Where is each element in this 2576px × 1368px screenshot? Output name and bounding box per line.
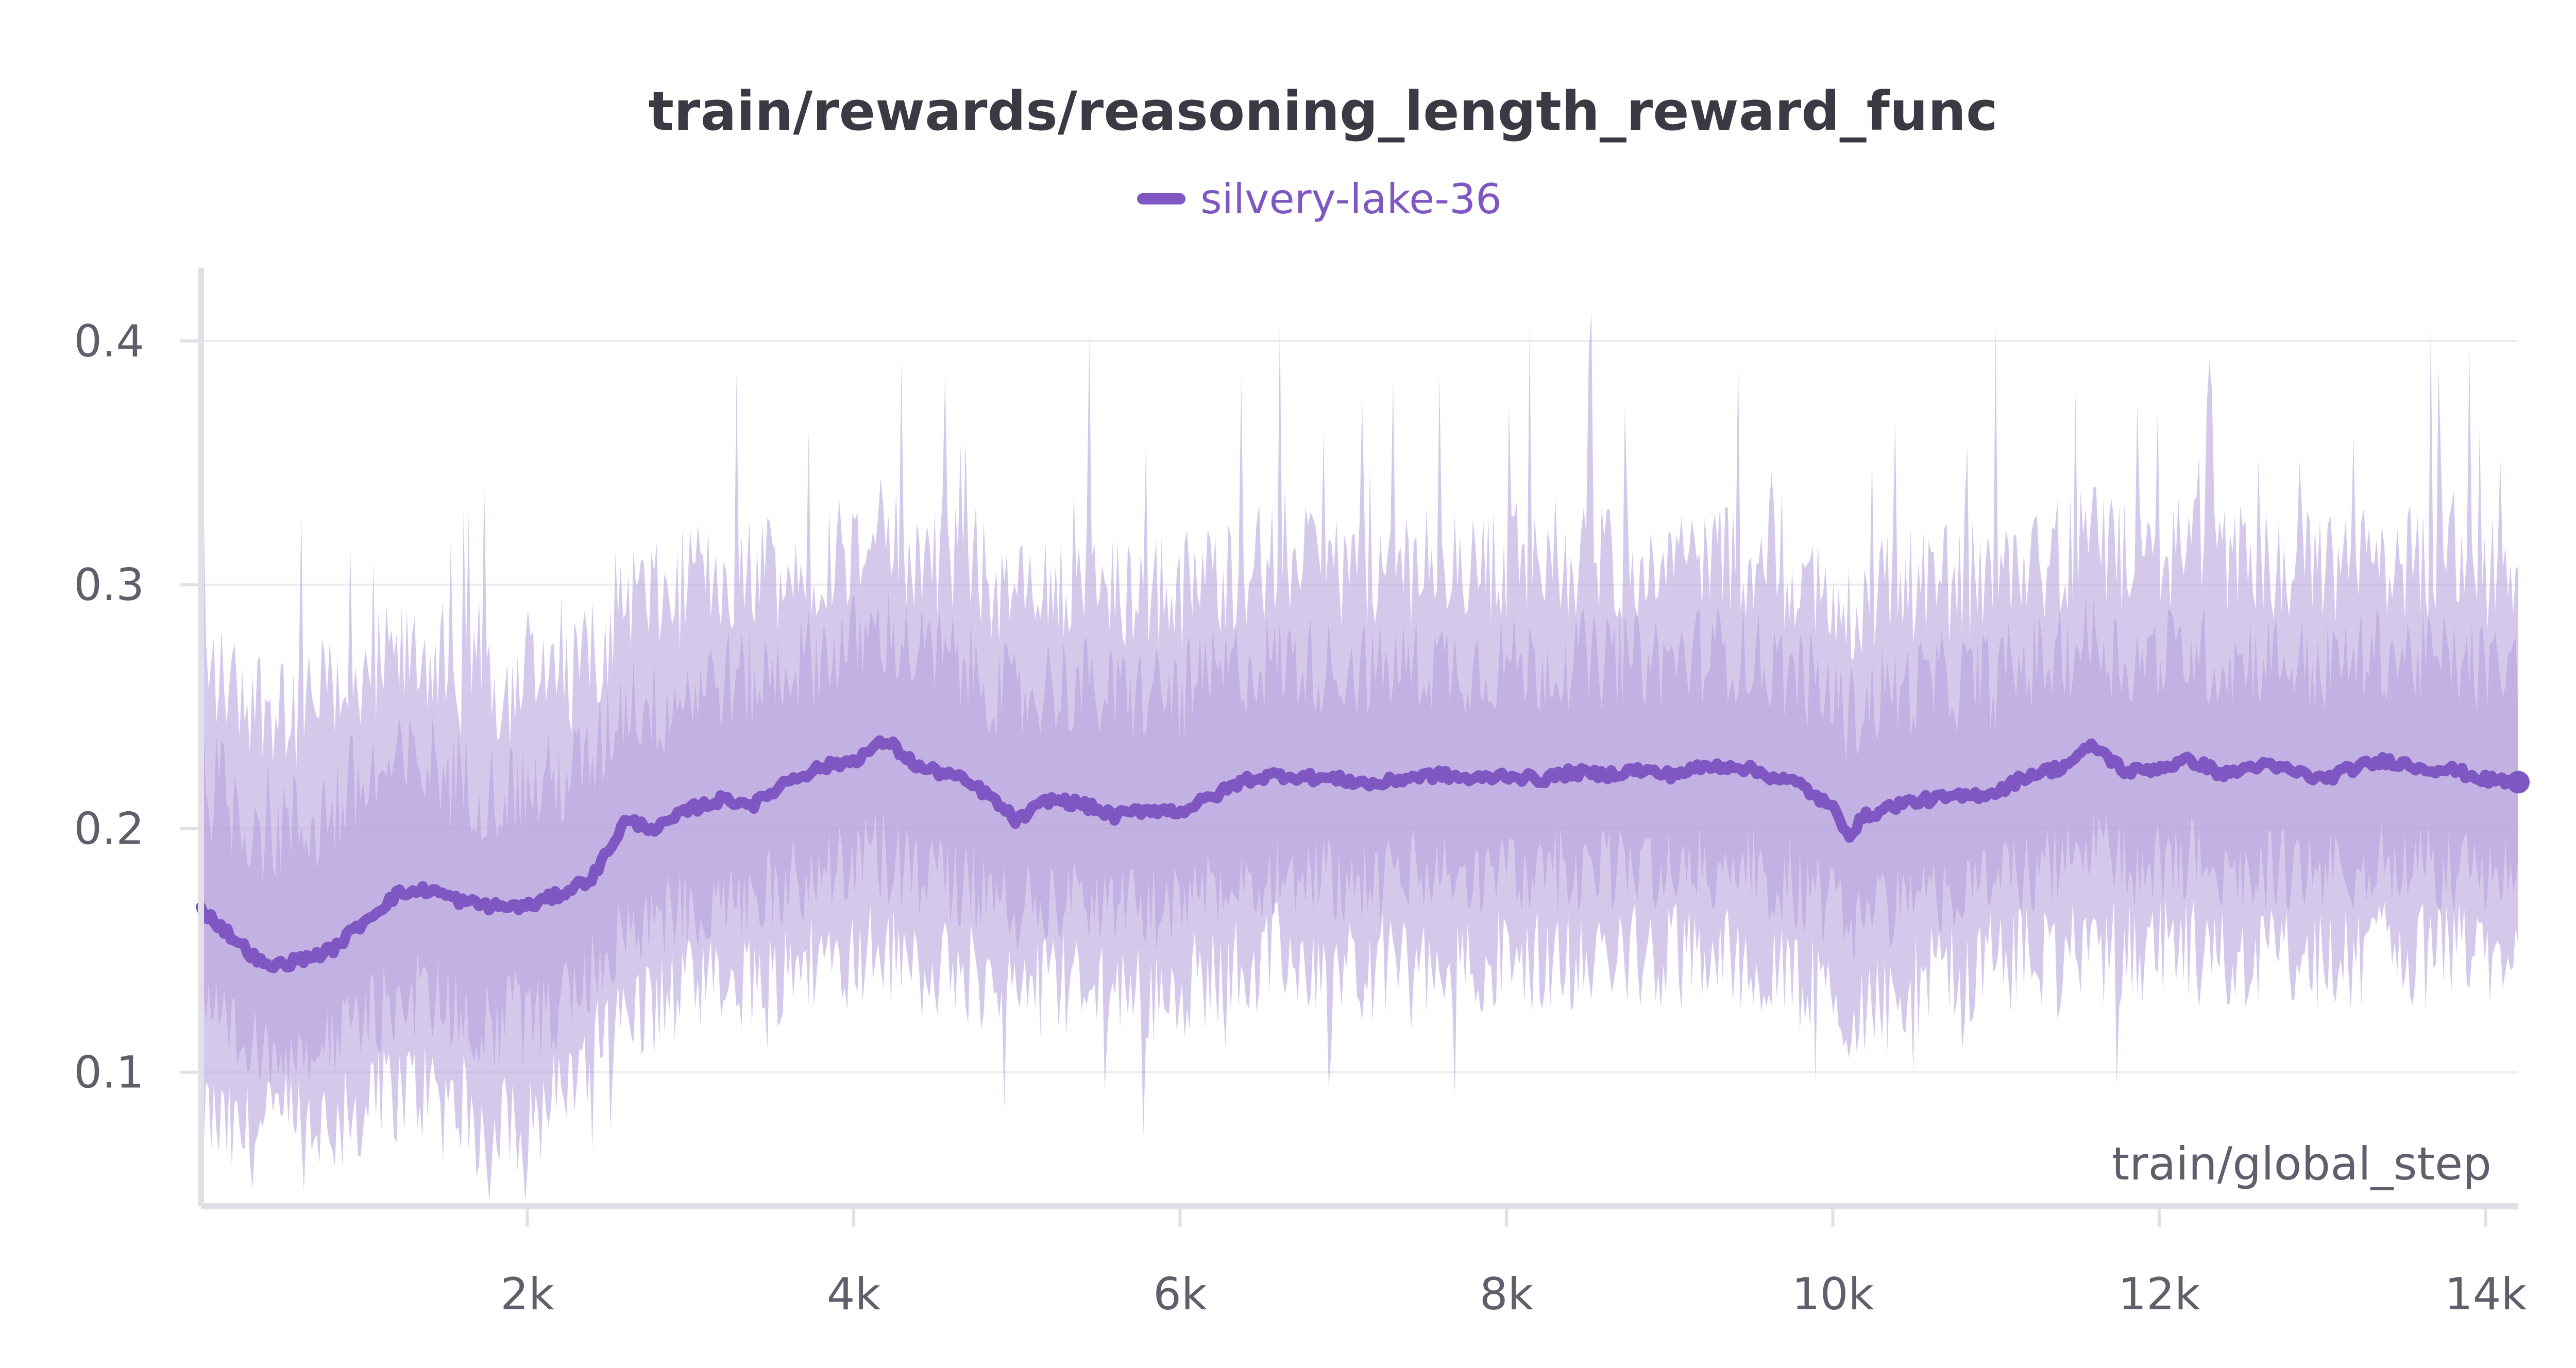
- data-point-53[interactable]: [1896, 802, 1900, 806]
- x-ticks: 2k 4k 6k 8k 10k 12k 14k: [500, 1206, 2527, 1320]
- data-point-18[interactable]: [787, 778, 790, 781]
- data-point-38[interactable]: [1439, 773, 1443, 776]
- x-tick-label-2: 6k: [1153, 1269, 1207, 1320]
- data-point-23[interactable]: [950, 773, 953, 776]
- data-point-51[interactable]: [1848, 832, 1851, 835]
- data-point-6[interactable]: [395, 893, 398, 896]
- data-point-48[interactable]: [1766, 773, 1769, 776]
- data-point-12[interactable]: [591, 876, 594, 879]
- legend-label-silvery-lake-36: silvery-lake-36: [1200, 175, 1502, 223]
- data-point-16[interactable]: [722, 798, 725, 801]
- data-point-54[interactable]: [1929, 798, 1933, 801]
- data-point-25[interactable]: [1015, 819, 1019, 823]
- x-tick-label-0: 2k: [500, 1269, 554, 1320]
- series-end-marker[interactable]: [2507, 771, 2530, 794]
- data-point-19[interactable]: [820, 766, 823, 769]
- x-tick-label-3: 8k: [1480, 1269, 1534, 1320]
- data-point-35[interactable]: [1342, 778, 1345, 781]
- data-point-1[interactable]: [232, 936, 235, 939]
- data-point-62[interactable]: [2190, 759, 2193, 762]
- data-point-4[interactable]: [330, 949, 333, 952]
- data-point-40[interactable]: [1505, 773, 1508, 776]
- data-point-41[interactable]: [1537, 778, 1540, 781]
- data-point-69[interactable]: [2419, 766, 2422, 769]
- y-tick-label-1: 0.2: [74, 803, 144, 854]
- data-point-50[interactable]: [1832, 808, 1835, 811]
- legend[interactable]: silvery-lake-36: [1137, 175, 1502, 223]
- data-point-31[interactable]: [1211, 795, 1214, 798]
- data-point-3[interactable]: [297, 959, 300, 962]
- data-point-66[interactable]: [2321, 778, 2324, 781]
- data-point-20[interactable]: [852, 759, 855, 762]
- data-point-27[interactable]: [1081, 802, 1084, 806]
- data-point-11[interactable]: [558, 893, 562, 896]
- data-point-26[interactable]: [1048, 798, 1051, 801]
- data-point-70[interactable]: [2451, 768, 2454, 772]
- x-axis-label: train/global_step: [2112, 1137, 2492, 1190]
- data-point-55[interactable]: [1962, 795, 1965, 798]
- data-point-58[interactable]: [2060, 766, 2063, 769]
- data-point-8[interactable]: [461, 900, 464, 903]
- data-point-47[interactable]: [1734, 763, 1737, 766]
- series-band: [201, 311, 2518, 1202]
- data-point-63[interactable]: [2223, 773, 2226, 776]
- x-tick-label-4: 10k: [1792, 1269, 1874, 1320]
- series-line-silvery-lake-36[interactable]: [196, 735, 2523, 973]
- data-point-49[interactable]: [1799, 783, 1802, 786]
- data-point-52[interactable]: [1864, 815, 1867, 818]
- data-point-56[interactable]: [1994, 790, 1997, 793]
- data-point-42[interactable]: [1570, 771, 1573, 774]
- y-tick-label-3: 0.4: [74, 316, 144, 367]
- y-tick-label-0: 0.1: [74, 1047, 144, 1099]
- data-point-36[interactable]: [1375, 783, 1378, 786]
- data-point-15[interactable]: [689, 808, 692, 811]
- data-point-30[interactable]: [1179, 810, 1182, 813]
- data-point-57[interactable]: [2027, 773, 2030, 776]
- data-point-13[interactable]: [624, 819, 627, 823]
- data-point-33[interactable]: [1277, 773, 1280, 776]
- data-point-5[interactable]: [363, 919, 366, 922]
- data-point-45[interactable]: [1668, 773, 1671, 776]
- y-tick-label-2: 0.3: [74, 559, 144, 611]
- data-point-9[interactable]: [493, 905, 496, 908]
- data-point-59[interactable]: [2092, 744, 2095, 747]
- data-point-24[interactable]: [982, 790, 986, 793]
- series-band-inner: [201, 591, 2518, 1090]
- data-point-65[interactable]: [2289, 768, 2292, 772]
- data-point-10[interactable]: [526, 905, 529, 908]
- series-line[interactable]: [196, 735, 2530, 973]
- data-point-64[interactable]: [2256, 763, 2259, 766]
- data-point-44[interactable]: [1635, 768, 1638, 772]
- data-point-61[interactable]: [2158, 766, 2161, 769]
- data-point-67[interactable]: [2353, 766, 2357, 769]
- data-point-7[interactable]: [428, 888, 431, 891]
- data-point-37[interactable]: [1407, 776, 1410, 779]
- axes: [198, 268, 2518, 1209]
- y-ticks: 0.1 0.2 0.3 0.4: [74, 316, 201, 1099]
- data-point-32[interactable]: [1244, 778, 1247, 781]
- data-point-21[interactable]: [885, 739, 888, 742]
- data-point-2[interactable]: [265, 966, 268, 969]
- data-point-14[interactable]: [656, 827, 659, 830]
- data-point-71[interactable]: [2484, 778, 2487, 781]
- chart-title: train/rewards/reasoning_length_reward_fu…: [648, 80, 1997, 143]
- x-tick-label-5: 12k: [2119, 1269, 2200, 1320]
- x-tick-label-1: 4k: [827, 1269, 881, 1320]
- data-point-39[interactable]: [1472, 778, 1476, 781]
- data-point-34[interactable]: [1309, 776, 1312, 779]
- data-point-22[interactable]: [918, 766, 921, 769]
- data-point-46[interactable]: [1701, 766, 1704, 769]
- data-point-60[interactable]: [2125, 771, 2128, 774]
- data-point-43[interactable]: [1603, 773, 1606, 776]
- x-tick-label-6: 14k: [2445, 1269, 2527, 1320]
- data-point-28[interactable]: [1113, 815, 1116, 818]
- data-point-29[interactable]: [1146, 808, 1149, 811]
- data-point-68[interactable]: [2386, 759, 2389, 762]
- data-point-17[interactable]: [754, 802, 757, 806]
